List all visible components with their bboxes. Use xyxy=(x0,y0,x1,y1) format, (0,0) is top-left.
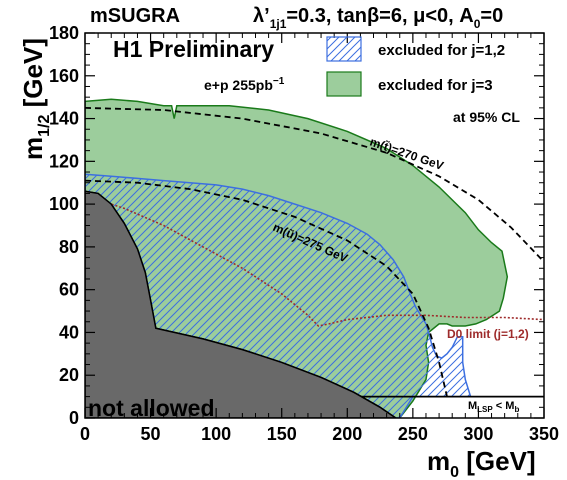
y-tick-label: 100 xyxy=(49,194,79,214)
axis-ticks: 0 50 100 150 200 250 300 350 0 20 40 60 80 100 120 140 1… xyxy=(49,23,559,444)
curve-m-275-gev xyxy=(85,179,448,397)
y-axis-title: m1/2 [GeV] xyxy=(18,38,53,160)
not-allowed-label: not allowed xyxy=(88,395,215,421)
d0-limit-label: D0 limit (j=1,2) xyxy=(447,327,529,341)
model-label: mSUGRA xyxy=(90,5,180,27)
curve-m-t-270-gev xyxy=(85,107,544,263)
parameter-label: λ’1j1=0.3, tanβ=6, μ<0, A0=0 xyxy=(253,5,503,31)
chart-title: H1 Preliminary xyxy=(113,36,274,62)
mlsp-label: MLSP < Mb xyxy=(468,400,519,414)
x-tick-label: 150 xyxy=(267,424,297,444)
y-tick-label: 80 xyxy=(59,237,79,257)
y-tick-label: 0 xyxy=(69,408,79,428)
x-tick-label: 50 xyxy=(141,424,161,444)
legend-swatch-filled xyxy=(326,71,362,97)
y-tick-label: 60 xyxy=(59,280,79,300)
y-tick-label: 180 xyxy=(49,23,79,43)
x-tick-label: 350 xyxy=(529,424,559,444)
y-tick-label: 20 xyxy=(59,365,79,385)
x-tick-label: 300 xyxy=(463,424,493,444)
y-tick-label: 140 xyxy=(49,109,79,129)
legend-swatch-hatched xyxy=(326,36,362,62)
luminosity-label: e+p 255pb−1 xyxy=(204,76,285,93)
x-tick-label: 0 xyxy=(80,424,90,444)
confidence-level-label: at 95% CL xyxy=(453,109,520,125)
legend-label-j3: excluded for j=3 xyxy=(378,77,493,94)
y-tick-label: 160 xyxy=(49,66,79,86)
region-not-allowed-overlay xyxy=(85,190,398,418)
x-axis-title: m0 [GeV] xyxy=(427,446,536,480)
legend-label-j12: excluded for j=1,2 xyxy=(378,42,505,59)
y-tick-label: 120 xyxy=(49,151,79,171)
curve-d0-limit-j-1-2 xyxy=(85,194,544,327)
plot-regions xyxy=(85,98,544,418)
x-tick-label: 200 xyxy=(332,424,362,444)
x-tick-label: 250 xyxy=(398,424,428,444)
y-tick-label: 40 xyxy=(59,322,79,342)
x-tick-label: 100 xyxy=(201,424,231,444)
